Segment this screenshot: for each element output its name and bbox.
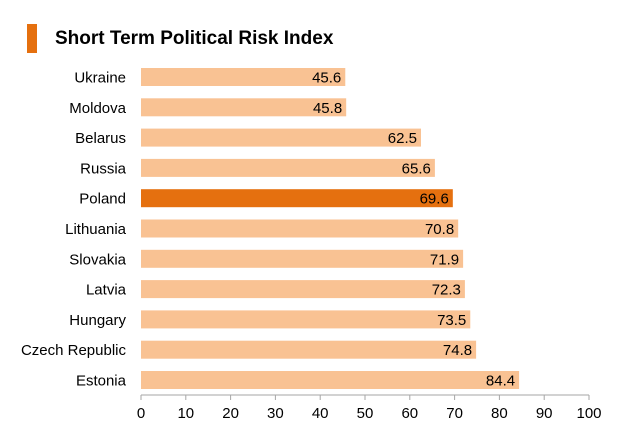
category-label-ukraine: Ukraine [74,70,126,87]
category-label-russia: Russia [80,160,127,177]
x-tick-label-50: 50 [357,405,374,422]
x-tick-label-0: 0 [137,405,145,422]
x-tick-label-60: 60 [401,405,418,422]
bar-hungary [141,310,471,329]
value-label-lithuania: 70.8 [425,221,454,238]
bars-layer [141,68,520,389]
x-tick-label-100: 100 [576,405,601,422]
value-label-latvia: 72.3 [432,282,461,299]
value-label-estonia: 84.4 [486,373,515,390]
value-label-moldova: 45.8 [313,100,342,117]
x-tick-label-30: 30 [267,405,284,422]
bar-ukraine [141,68,346,86]
bar-lithuania [141,219,459,238]
bar-russia [141,158,435,177]
bar-slovakia [141,249,464,268]
x-axis: 0 10 20 30 40 50 60 70 80 90 100 [137,394,602,422]
category-label-hungary: Hungary [69,312,126,329]
value-labels-layer: 45.6 45.8 62.5 65.6 69.6 70.8 71.9 72.3 73.5 74.8… [312,70,515,390]
bar-belarus [141,128,421,147]
category-label-slovakia: Slovakia [69,251,126,268]
category-label-poland: Poland [79,191,126,208]
value-label-hungary: 73.5 [437,312,466,329]
category-label-lithuania: Lithuania [65,221,127,238]
x-tick-label-20: 20 [222,405,239,422]
bar-estonia [141,371,520,389]
x-tick-label-10: 10 [177,405,194,422]
bar-latvia [141,280,465,299]
value-label-belarus: 62.5 [388,130,417,147]
value-label-czech-republic: 74.8 [443,342,472,359]
category-label-czech-republic: Czech Republic [21,342,127,359]
value-label-poland: 69.6 [420,191,449,208]
x-tick-label-70: 70 [446,405,463,422]
category-labels-layer: Ukraine Moldova Belarus Russia Poland Lithuan… [21,70,127,390]
title-accent-bar [27,24,37,53]
value-label-slovakia: 71.9 [430,251,459,268]
x-tick-label-90: 90 [536,405,553,422]
x-tick-label-40: 40 [312,405,329,422]
x-tick-label-80: 80 [491,405,508,422]
category-label-moldova: Moldova [69,100,126,117]
category-label-latvia: Latvia [86,282,127,299]
bar-czech-republic [141,340,477,359]
value-label-russia: 65.6 [402,160,431,177]
bar-poland [141,189,453,208]
category-label-belarus: Belarus [75,130,126,147]
bar-moldova [141,98,347,117]
value-label-ukraine: 45.6 [312,70,341,87]
chart-title: Short Term Political Risk Index [55,28,334,49]
category-label-estonia: Estonia [76,373,127,390]
